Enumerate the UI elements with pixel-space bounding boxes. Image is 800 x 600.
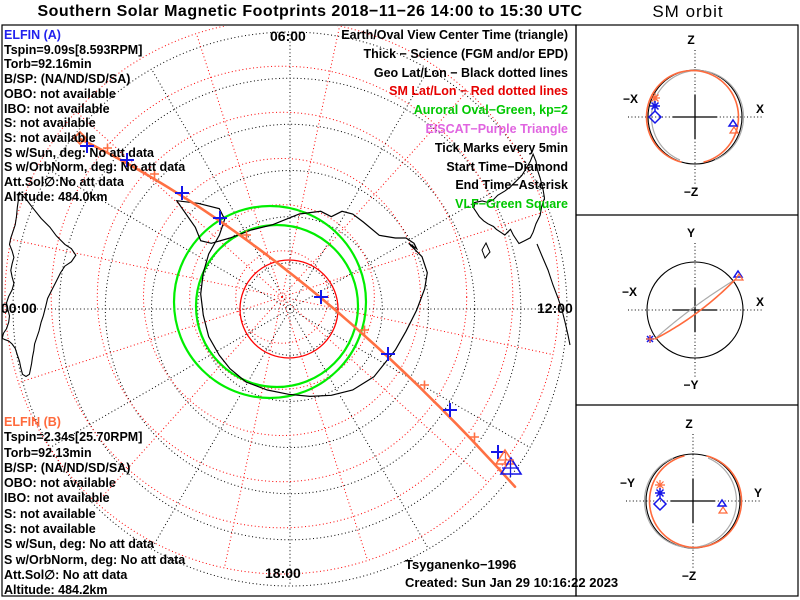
svg-text:−X: −X: [623, 92, 638, 106]
svg-text:Z: Z: [687, 33, 694, 47]
svg-text:Z: Z: [685, 417, 692, 431]
svg-text:Y: Y: [754, 486, 762, 500]
svg-text:−Y: −Y: [683, 378, 698, 392]
svg-text:−Z: −Z: [684, 185, 698, 199]
svg-text:−Z: −Z: [682, 569, 696, 583]
svg-text:X: X: [756, 102, 764, 116]
svg-text:Y: Y: [687, 226, 695, 240]
svg-text:−Y: −Y: [620, 476, 635, 490]
svg-text:X: X: [756, 295, 764, 309]
svg-text:−X: −X: [622, 285, 637, 299]
